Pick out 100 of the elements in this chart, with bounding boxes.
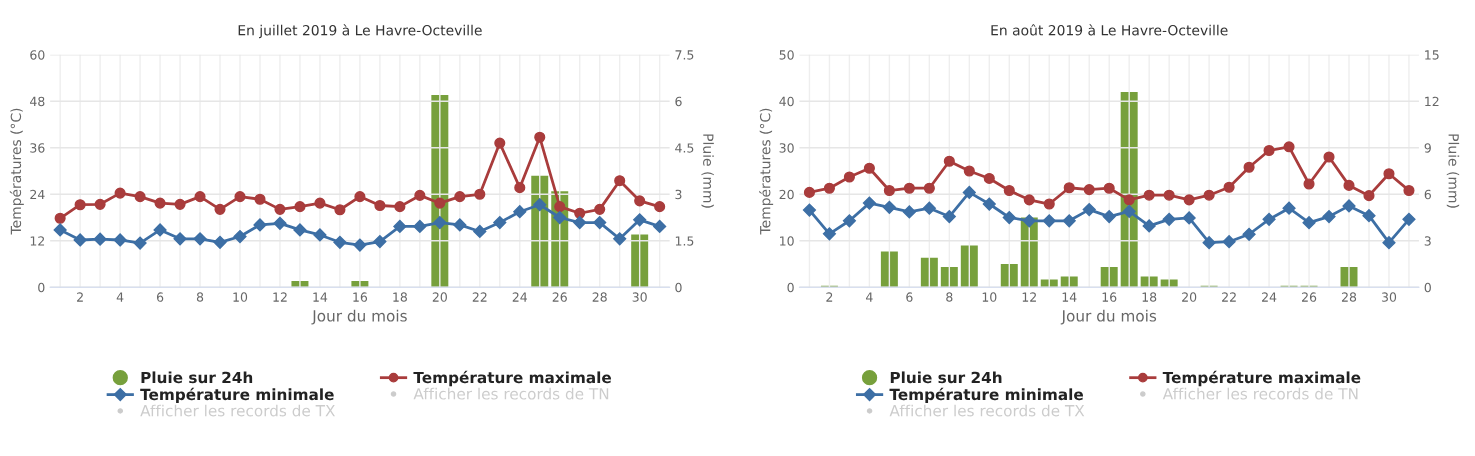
- point: [1342, 199, 1356, 213]
- point: [374, 199, 386, 212]
- y-tick-label: 48: [29, 96, 45, 107]
- point: [314, 197, 326, 209]
- legend-label: Température maximale: [1162, 370, 1361, 387]
- bar: [1100, 267, 1118, 288]
- point: [923, 182, 935, 194]
- y-tick-label: 24: [30, 189, 45, 200]
- point: [802, 203, 817, 217]
- y2-tick-label: 3: [1424, 236, 1431, 246]
- point: [963, 165, 975, 177]
- point: [494, 137, 506, 149]
- point: [93, 232, 107, 246]
- x-tick-label: 22: [472, 292, 487, 302]
- x-tick-label: 16: [353, 292, 368, 302]
- point: [882, 200, 896, 214]
- point: [254, 193, 266, 205]
- point: [173, 232, 187, 246]
- point: [234, 191, 246, 203]
- y2-tick-label: 15: [1425, 50, 1439, 60]
- y-tick-label: 10: [780, 236, 794, 246]
- point: [214, 203, 226, 215]
- point: [433, 215, 447, 230]
- point: [513, 205, 527, 219]
- point: [1322, 209, 1336, 224]
- point: [1142, 219, 1156, 233]
- point: [1182, 211, 1196, 225]
- x-tick-label: 6: [906, 292, 913, 302]
- point: [822, 227, 837, 241]
- point: [823, 182, 835, 194]
- point: [554, 201, 566, 213]
- bar: [940, 267, 958, 288]
- point: [1363, 190, 1375, 202]
- point: [1403, 184, 1415, 197]
- legend-label: Température maximale: [413, 370, 612, 387]
- point: [1302, 216, 1316, 230]
- point: [1323, 151, 1335, 163]
- point: [1383, 168, 1395, 180]
- bar: [1140, 276, 1158, 288]
- y-tick-label: 12: [30, 236, 45, 246]
- point: [73, 233, 87, 247]
- bar: [960, 245, 978, 288]
- point: [1002, 210, 1016, 225]
- point: [1243, 161, 1255, 173]
- point: [982, 197, 996, 211]
- y2-tick-label: 0: [1424, 282, 1431, 293]
- point: [1382, 236, 1396, 250]
- point: [1263, 144, 1275, 157]
- x-tick-label: 10: [982, 292, 997, 302]
- point: [313, 228, 327, 242]
- x-tick-label: 24: [1262, 292, 1277, 302]
- point: [1062, 214, 1076, 228]
- point: [113, 233, 127, 247]
- point: [334, 204, 346, 216]
- x-tick-label: 12: [273, 292, 287, 302]
- point: [593, 215, 607, 230]
- point: [134, 191, 146, 203]
- point: [1283, 141, 1295, 153]
- point: [434, 197, 446, 209]
- x-tick-label: 30: [1381, 292, 1397, 302]
- bar: [880, 251, 898, 288]
- point: [1242, 227, 1256, 241]
- point: [573, 215, 587, 230]
- y2-axis-title: Pluie (mm): [701, 134, 714, 208]
- x-tick-label: 24: [512, 292, 528, 302]
- point: [594, 203, 606, 215]
- chart-title: En août 2019 à Le Havre-Octeville: [991, 24, 1228, 36]
- point: [454, 191, 466, 203]
- point: [1222, 235, 1236, 249]
- y-tick-label: 40: [779, 96, 794, 107]
- point: [1362, 209, 1376, 223]
- point: [473, 224, 487, 239]
- point: [1122, 204, 1136, 219]
- x-tick-label: 2: [826, 292, 833, 302]
- point: [393, 219, 407, 234]
- point: [373, 234, 387, 249]
- point: [514, 182, 526, 194]
- point: [1022, 214, 1036, 228]
- y2-tick-label: 4.5: [675, 143, 694, 153]
- y-tick-label: 20: [779, 189, 794, 200]
- x-tick-label: 10: [233, 292, 248, 302]
- point: [1203, 189, 1215, 201]
- bar: [920, 257, 938, 288]
- y2-tick-label: 0: [675, 282, 682, 293]
- point: [534, 131, 546, 143]
- legend-label: Température minimale: [140, 387, 334, 404]
- point: [1343, 179, 1355, 191]
- y2-tick-label: 6: [675, 96, 682, 107]
- point: [983, 172, 995, 184]
- x-tick-label: 26: [1302, 292, 1317, 302]
- point: [574, 207, 586, 219]
- x-tick-label: 12: [1022, 292, 1036, 302]
- point: [1262, 212, 1276, 226]
- x-tick-label: 8: [196, 292, 204, 302]
- point: [1023, 194, 1035, 206]
- x-tick-label: 8: [946, 292, 953, 302]
- point: [1042, 214, 1056, 228]
- point: [154, 197, 166, 209]
- y2-tick-label: 6: [1424, 189, 1431, 200]
- point: [842, 214, 856, 228]
